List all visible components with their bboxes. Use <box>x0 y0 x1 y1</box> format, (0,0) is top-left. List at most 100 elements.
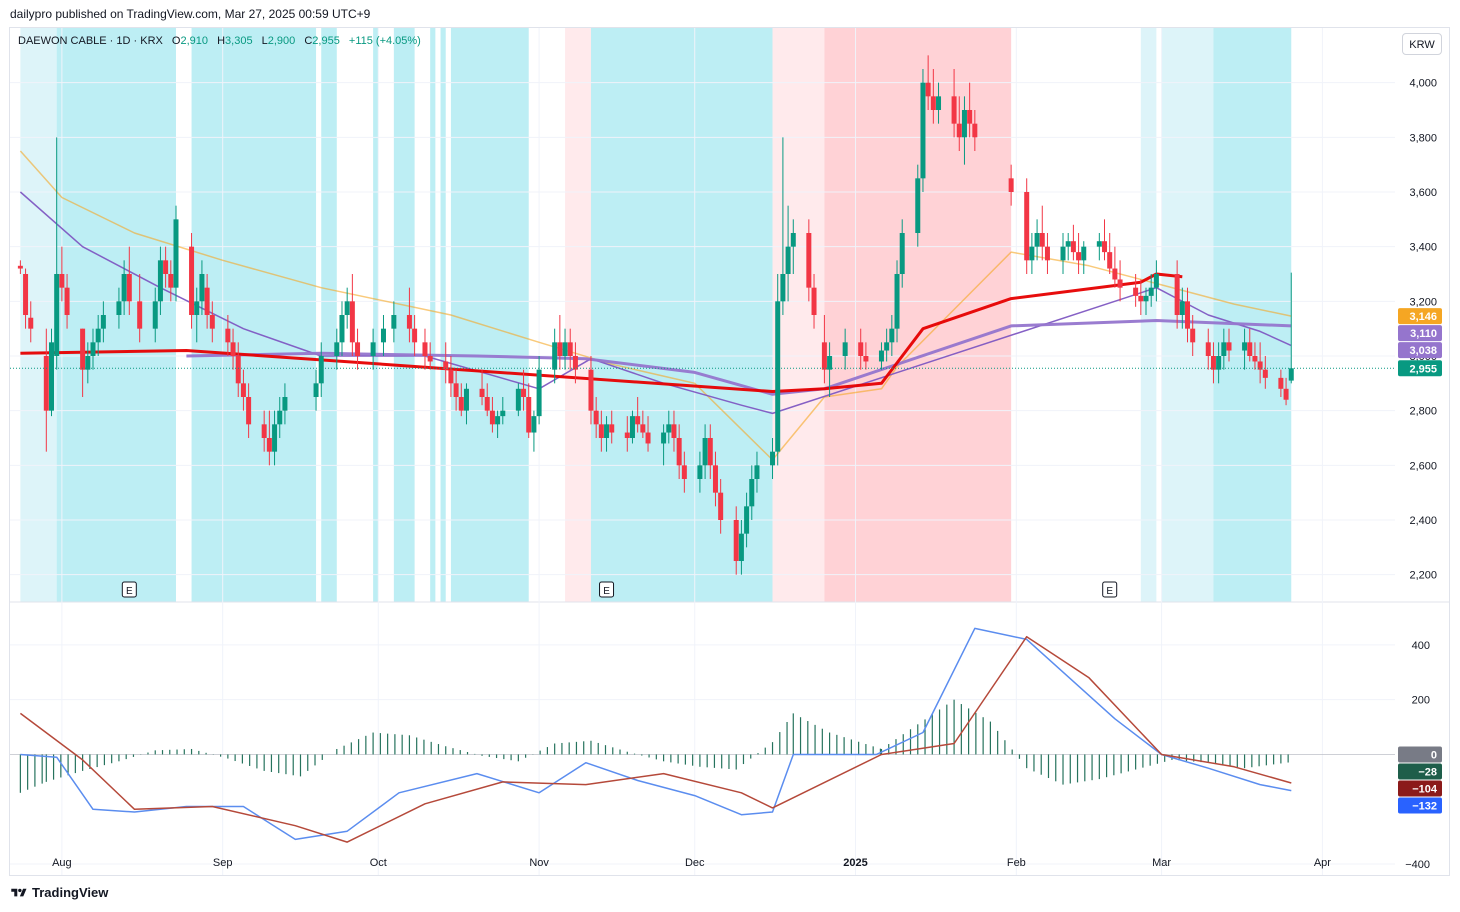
candle-body <box>349 301 355 343</box>
low-value: 2,900 <box>267 35 296 47</box>
candle-body <box>515 388 521 411</box>
candle-body <box>17 265 23 269</box>
close-label: C <box>304 35 313 47</box>
candle-body <box>780 274 786 302</box>
candle-body <box>1226 342 1232 351</box>
regime-zone <box>56 28 176 602</box>
candle-body <box>489 410 495 425</box>
macd-value-tag-label: −104 <box>1412 783 1438 795</box>
candle-body <box>1117 279 1123 288</box>
candle-body <box>712 465 718 493</box>
candle-body <box>121 274 127 302</box>
candle-body <box>266 438 272 452</box>
candle-body <box>1288 368 1294 381</box>
candle-body <box>878 350 884 362</box>
candle-body <box>827 356 833 370</box>
currency-button[interactable]: KRW <box>1402 33 1442 55</box>
candle-body <box>64 287 70 315</box>
candle-body <box>427 356 433 362</box>
candle-body <box>858 342 864 356</box>
x-tick-label: Oct <box>370 857 387 869</box>
regime-zone <box>321 28 337 602</box>
candle-body <box>484 397 490 411</box>
candle-body <box>666 424 672 433</box>
candle-body <box>1107 252 1113 269</box>
candle-body <box>557 342 563 356</box>
x-tick-label: Nov <box>529 857 549 869</box>
candle-body <box>744 506 750 534</box>
candle-body <box>775 301 781 452</box>
candle-body <box>842 342 848 356</box>
price-value-tag-label: 3,038 <box>1409 345 1437 357</box>
candle-body <box>930 96 936 110</box>
candle-body <box>863 356 869 362</box>
macd-value-tag-label: −28 <box>1418 766 1437 778</box>
candle-body <box>1252 356 1258 362</box>
candle-body <box>1185 301 1191 329</box>
candle-body <box>967 110 973 124</box>
x-tick-label: Mar <box>1152 857 1171 869</box>
candle-body <box>1034 233 1040 247</box>
candle-body <box>562 342 568 356</box>
candle-body <box>785 246 791 274</box>
candle-body <box>225 328 231 343</box>
candle-body <box>443 361 449 370</box>
price-tick-label: 2,800 <box>1409 406 1437 418</box>
candle-body <box>1029 246 1035 261</box>
earnings-marker-label: E <box>1106 586 1113 597</box>
candle-body <box>272 424 278 452</box>
candle-body <box>1024 192 1030 261</box>
candle-body <box>458 397 464 411</box>
candle-body <box>972 123 978 138</box>
candle-body <box>355 342 361 356</box>
candle-body <box>1205 342 1211 356</box>
x-tick-label: 2025 <box>843 857 867 869</box>
candle-body <box>707 438 713 466</box>
brand-label: TradingView <box>32 885 109 900</box>
x-tick-label: Sep <box>213 857 233 869</box>
macd-value-tag <box>1398 746 1442 763</box>
tradingview-brand[interactable]: TradingView <box>10 885 108 900</box>
publish-info: dailypro published on TradingView.com, M… <box>10 7 371 21</box>
candle-body <box>1190 328 1196 343</box>
candle-body <box>204 287 210 315</box>
open-value: 2,910 <box>180 35 209 47</box>
candle-body <box>770 451 776 466</box>
candle-body <box>733 520 739 561</box>
candle-body <box>23 274 29 315</box>
candle-body <box>448 369 454 384</box>
price-value-tag-label: 3,146 <box>1409 311 1437 323</box>
close-value: 2,955 <box>312 35 340 47</box>
macd-value-tag <box>1398 797 1442 814</box>
price-value-tag-label: 2,955 <box>1409 363 1437 375</box>
candle-body <box>137 301 143 329</box>
candle-body <box>1216 356 1222 370</box>
regime-zone <box>590 28 773 602</box>
candle-body <box>1044 246 1050 261</box>
candle-body <box>1174 274 1180 315</box>
candle-body <box>635 416 641 425</box>
candle-body <box>598 424 604 438</box>
candle-body <box>199 274 205 302</box>
macd-tick-label: 200 <box>1412 695 1430 707</box>
macd-value-tag-label: −132 <box>1412 800 1437 812</box>
high-label: H <box>217 35 226 47</box>
regime-zone <box>565 28 591 602</box>
candle-body <box>95 328 101 343</box>
candle-body <box>956 123 962 138</box>
candle-body <box>412 328 418 343</box>
candle-body <box>422 342 428 356</box>
candle-body <box>629 416 635 438</box>
candle-body <box>1102 241 1108 253</box>
moving-average-line <box>19 150 1292 461</box>
price-tick-label: 2,200 <box>1409 570 1437 582</box>
earnings-marker-label: E <box>603 586 610 597</box>
moving-average-line <box>186 319 1292 396</box>
candle-body <box>624 432 630 438</box>
regime-zone <box>772 28 825 602</box>
symbol-label[interactable]: DAEWON CABLE · 1D · KRX <box>18 35 163 47</box>
candle-body <box>261 424 267 438</box>
candle-body <box>380 328 386 343</box>
regime-zone <box>1213 28 1292 602</box>
